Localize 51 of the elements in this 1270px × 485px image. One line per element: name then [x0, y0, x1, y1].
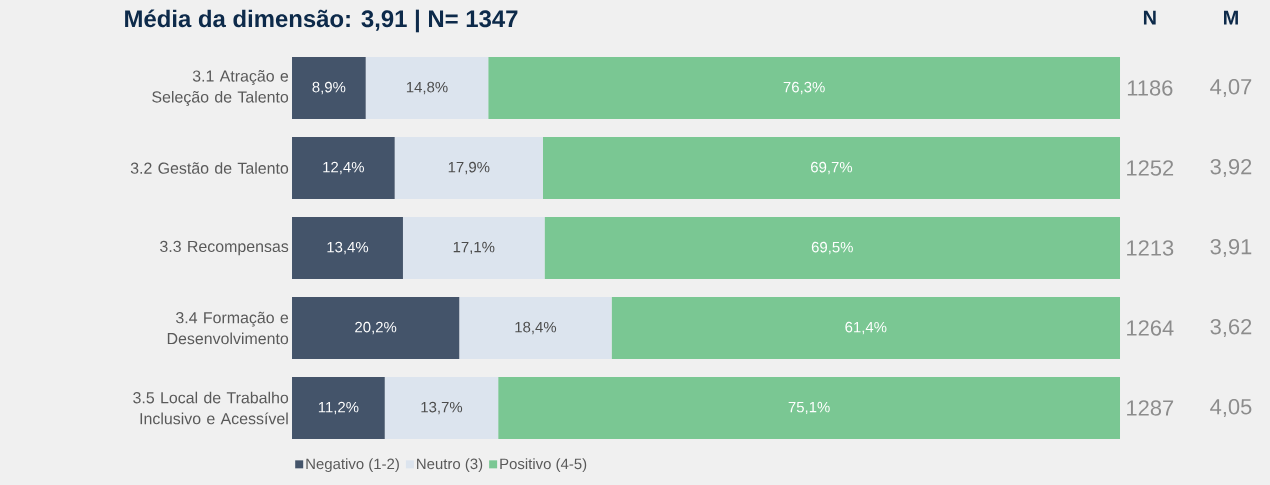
- bar: [498, 376, 1121, 439]
- bar: [459, 296, 612, 359]
- bar: [292, 216, 403, 279]
- text: M: [1223, 10, 1238, 25]
- data-label: 8,9%: [312, 81, 346, 95]
- y-tick-label: 3.4 Formação e Desenvolvimento: [167, 311, 289, 345]
- bar: [292, 136, 395, 199]
- data-label: 13,4%: [327, 241, 369, 255]
- data-label: 69,5%: [811, 241, 853, 255]
- text: 4,07: [1210, 78, 1252, 98]
- y-tick-label: 3.5 Local de Trabalho Inclusivo e Acessível: [133, 391, 289, 425]
- data-label: 11,2%: [318, 401, 359, 415]
- text: 3,62: [1210, 318, 1252, 338]
- y-tick-label: 3.1 Atração e Seleção de Talento: [152, 70, 289, 106]
- bar: [292, 56, 366, 119]
- bar: [292, 296, 460, 359]
- bar: [544, 216, 1121, 279]
- bar: [384, 376, 499, 439]
- text: 4,05: [1210, 398, 1252, 418]
- legend-label: Neutro (3): [417, 458, 483, 473]
- bar: [488, 56, 1121, 119]
- y-tick-label: 3.3 Recompensas: [160, 240, 289, 256]
- bar: [611, 296, 1121, 359]
- text: 1252: [1127, 160, 1174, 176]
- chart-title: Média da dimensão: 3,91 | N= 1347: [125, 9, 518, 33]
- data-label: 75,1%: [788, 401, 830, 415]
- data-label: 12,4%: [323, 161, 364, 175]
- data-label: 69,7%: [811, 161, 853, 175]
- text: 1264: [1127, 320, 1174, 336]
- text: 3,92: [1210, 158, 1252, 178]
- data-label: 20,2%: [355, 321, 397, 335]
- text: 1186: [1127, 80, 1173, 96]
- data-label: 17,1%: [453, 241, 495, 255]
- bar: [365, 56, 489, 119]
- data-label: 14,8%: [406, 81, 448, 95]
- data-label: 13,7%: [421, 401, 463, 415]
- text: 1287: [1127, 400, 1174, 416]
- text: N: [1143, 10, 1156, 25]
- data-label: 61,4%: [845, 321, 887, 335]
- legend-label: Negativo (1-2): [306, 458, 399, 473]
- y-tick-label: 3.2 Gestão de Talento: [130, 162, 289, 174]
- text: 1213: [1127, 240, 1174, 256]
- bar: [542, 136, 1121, 199]
- data-label: 76,3%: [783, 81, 825, 95]
- text: 3,91: [1210, 238, 1252, 258]
- data-label: 17,9%: [448, 161, 490, 175]
- bar: [292, 376, 385, 439]
- bar: [394, 136, 543, 199]
- bar: [402, 216, 545, 279]
- data-label: 18,4%: [515, 321, 557, 335]
- legend-label: Positivo (4-5): [500, 458, 587, 473]
